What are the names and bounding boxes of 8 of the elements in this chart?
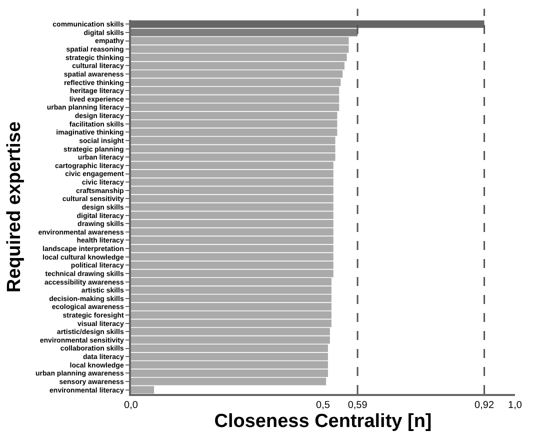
x-tick-label: 0,59 [348, 400, 368, 411]
x-tick-label: 0,5 [316, 400, 330, 411]
x-tick-label: 0,0 [124, 400, 138, 411]
y-axis-title: Required expertise [4, 121, 25, 293]
bar [131, 28, 358, 36]
x-axis-title: Closeness Centrality [n] [214, 411, 432, 432]
x-tick-label: 0,92 [474, 400, 494, 411]
x-tick-label: 1,0 [508, 400, 522, 411]
